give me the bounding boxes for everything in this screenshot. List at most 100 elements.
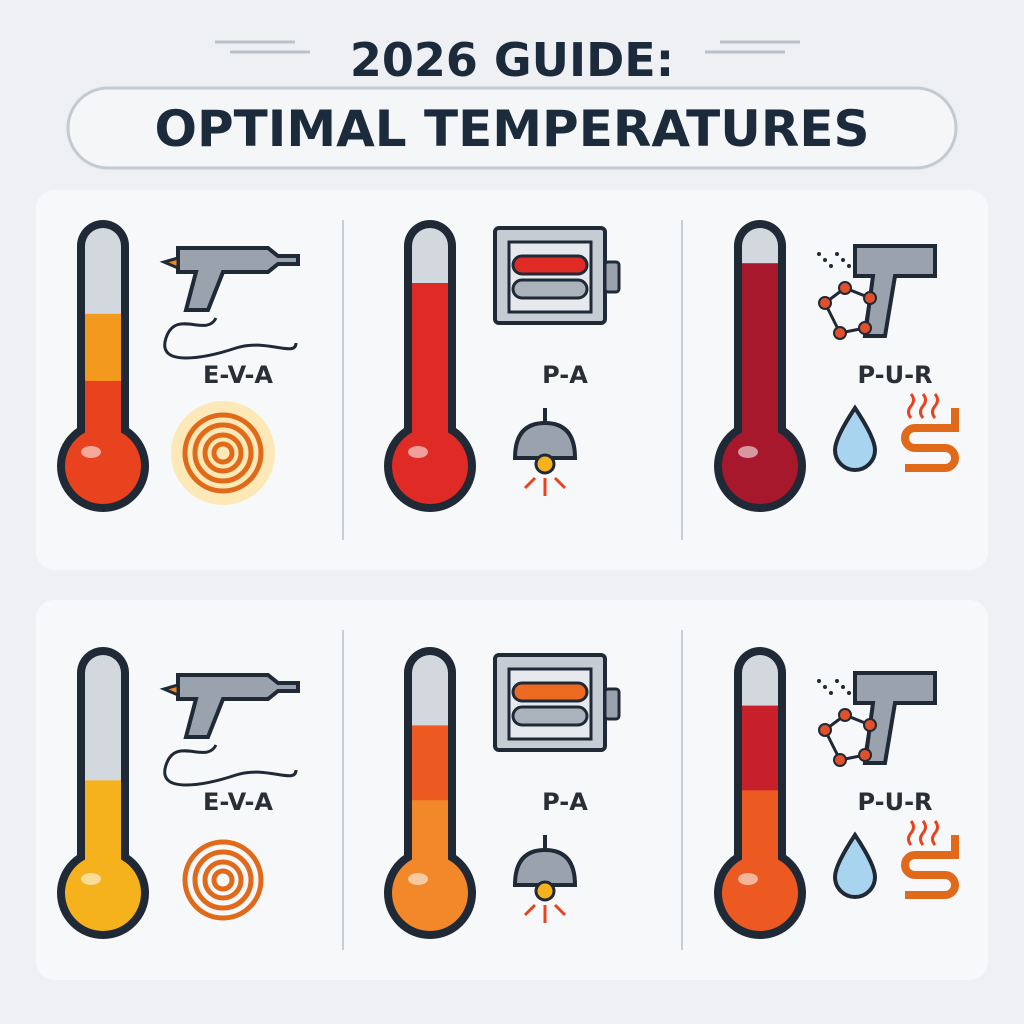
glue-gun bbox=[176, 246, 300, 312]
coil bbox=[211, 868, 235, 892]
tube-fill-top bbox=[742, 705, 778, 796]
thermometer bbox=[57, 220, 149, 512]
ray bbox=[553, 476, 567, 490]
drop bbox=[832, 831, 878, 899]
hose bbox=[901, 835, 959, 899]
tube-fill-top bbox=[742, 263, 778, 361]
coil bbox=[182, 412, 264, 494]
atom bbox=[833, 326, 847, 340]
coil bbox=[211, 441, 235, 465]
bulb-shine bbox=[81, 446, 101, 458]
cord bbox=[163, 744, 298, 787]
bulb bbox=[392, 428, 468, 504]
press-inner bbox=[507, 667, 593, 741]
spray-dot bbox=[829, 264, 833, 268]
atom bbox=[818, 296, 832, 310]
icon-top bbox=[493, 226, 621, 325]
spray-dot bbox=[817, 679, 821, 683]
tube-fill-top bbox=[412, 283, 448, 371]
spray-dot bbox=[841, 258, 845, 262]
lamp-bulb bbox=[534, 880, 556, 902]
spray-gun bbox=[853, 244, 937, 338]
cord bbox=[163, 317, 298, 360]
bulb-shine bbox=[738, 446, 758, 458]
spray-dot bbox=[823, 258, 827, 262]
thermometer bbox=[57, 647, 149, 939]
title-pill bbox=[66, 86, 958, 170]
tube-fill-top bbox=[85, 313, 121, 386]
lamp-shade bbox=[512, 420, 578, 460]
atom bbox=[833, 753, 847, 767]
bulb bbox=[392, 855, 468, 931]
material-label: P-A bbox=[542, 788, 588, 816]
spray-dot bbox=[847, 691, 851, 695]
icon-bottom bbox=[171, 401, 275, 505]
atom bbox=[838, 281, 852, 295]
press-knob bbox=[603, 687, 621, 721]
steam bbox=[907, 393, 915, 419]
lamp-bulb bbox=[534, 453, 556, 475]
coil bbox=[202, 859, 244, 901]
bulb-shine bbox=[408, 446, 428, 458]
thermometer bbox=[714, 220, 806, 512]
ray bbox=[523, 903, 537, 917]
atom bbox=[838, 708, 852, 722]
title-line1: 2026 GUIDE: bbox=[350, 33, 674, 87]
spray-dot bbox=[823, 685, 827, 689]
drop bbox=[832, 404, 878, 472]
tube-fill-top bbox=[412, 725, 448, 806]
atom bbox=[863, 718, 877, 732]
spray-dot bbox=[817, 252, 821, 256]
coil bbox=[202, 432, 244, 474]
glue-gun bbox=[176, 673, 300, 739]
steam bbox=[931, 820, 939, 846]
coil bbox=[192, 849, 254, 911]
ray bbox=[553, 903, 567, 917]
coil bbox=[182, 839, 264, 921]
steam bbox=[907, 820, 915, 846]
icon-top bbox=[493, 653, 621, 752]
bulb bbox=[722, 428, 798, 504]
bulb-shine bbox=[408, 873, 428, 885]
bulb bbox=[65, 428, 141, 504]
tube-fill-top bbox=[85, 780, 121, 833]
press-knob bbox=[603, 260, 621, 294]
icon-top bbox=[817, 671, 937, 767]
material-label: P-A bbox=[542, 361, 588, 389]
icon-bottom bbox=[182, 839, 264, 921]
icon-top bbox=[817, 244, 937, 340]
thermometer bbox=[384, 647, 476, 939]
steam bbox=[919, 820, 927, 846]
spray-dot bbox=[835, 252, 839, 256]
ray bbox=[523, 476, 537, 490]
material-label: E-V-A bbox=[203, 788, 273, 816]
material-label: P-U-R bbox=[857, 788, 932, 816]
spray-dot bbox=[847, 264, 851, 268]
spray-dot bbox=[829, 691, 833, 695]
bulb-shine bbox=[738, 873, 758, 885]
bulb-shine bbox=[81, 873, 101, 885]
icon-bottom bbox=[832, 393, 959, 472]
roller bbox=[511, 278, 589, 300]
spray-dot bbox=[841, 685, 845, 689]
icon-top bbox=[159, 673, 300, 787]
material-label: P-U-R bbox=[857, 361, 932, 389]
atom bbox=[858, 748, 872, 762]
hose bbox=[901, 408, 959, 472]
lamp-shade bbox=[512, 847, 578, 887]
thermometer bbox=[714, 647, 806, 939]
spray-dot bbox=[835, 679, 839, 683]
material-label: E-V-A bbox=[203, 361, 273, 389]
icon-top bbox=[159, 246, 300, 360]
icon-bottom bbox=[832, 820, 959, 899]
glue-tip bbox=[159, 683, 180, 698]
bulb bbox=[65, 855, 141, 931]
steam bbox=[931, 393, 939, 419]
roller bbox=[511, 681, 589, 703]
bulb bbox=[722, 855, 798, 931]
roller bbox=[511, 254, 589, 276]
icon-bottom bbox=[512, 835, 578, 923]
steam bbox=[919, 393, 927, 419]
roller bbox=[511, 705, 589, 727]
